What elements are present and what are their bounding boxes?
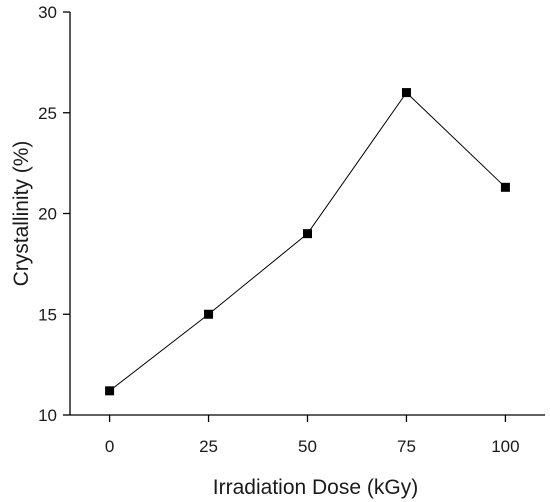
series-line: [109, 91, 506, 392]
data-point-marker: [303, 229, 312, 239]
x-axis-ticks: 0 25 50 75 100: [105, 415, 520, 456]
y-tick-label: 25: [38, 104, 57, 123]
y-tick-label: 15: [38, 305, 57, 324]
y-axis-ticks: 10 15 20 25 30: [38, 3, 70, 425]
x-tick-label: 0: [105, 437, 114, 456]
x-tick-label: 25: [199, 437, 218, 456]
x-tick-label: 100: [491, 437, 519, 456]
data-point-marker: [204, 309, 214, 319]
series-layer: [105, 88, 510, 396]
plot-frame: [69, 12, 545, 416]
x-tick-label: 50: [298, 437, 317, 456]
y-tick-label: 20: [38, 205, 57, 224]
y-tick-label: 10: [38, 406, 57, 425]
data-point-marker: [105, 386, 115, 396]
data-point-marker: [500, 182, 510, 192]
data-point-marker: [401, 88, 411, 98]
x-axis-title: Irradiation Dose (kGy): [213, 476, 418, 499]
y-axis-title: Crystallinity (%): [10, 141, 33, 287]
x-tick-label: 75: [397, 437, 416, 456]
y-tick-label: 30: [38, 3, 57, 22]
